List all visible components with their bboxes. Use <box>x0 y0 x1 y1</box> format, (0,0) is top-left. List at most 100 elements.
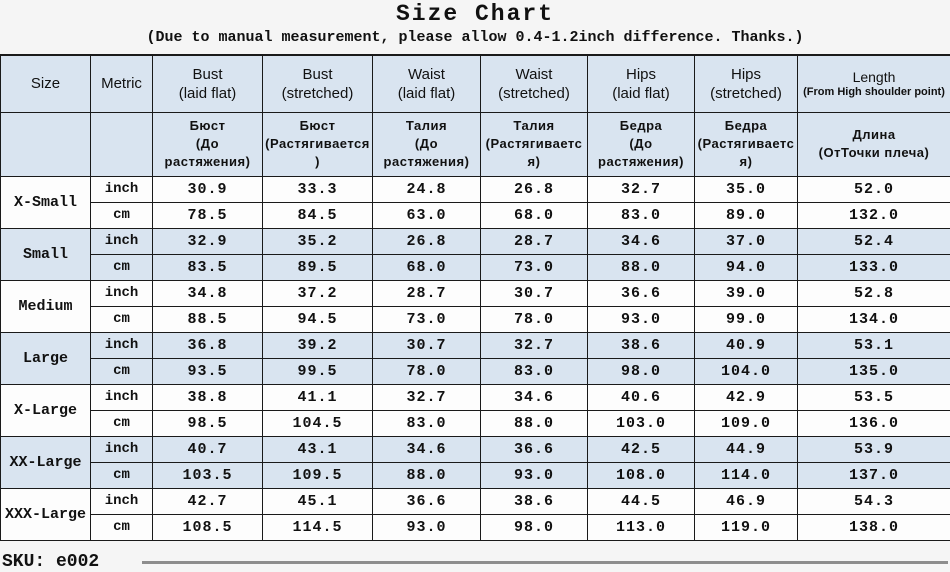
value-cell: 114.0 <box>695 462 798 488</box>
metric-label: inch <box>91 176 153 202</box>
value-cell: 63.0 <box>373 202 481 228</box>
ru-header-bust-stretched: Бюст(Растягивается) <box>263 112 373 176</box>
value-cell: 93.5 <box>153 358 263 384</box>
metric-label: cm <box>91 410 153 436</box>
value-cell: 109.5 <box>263 462 373 488</box>
value-cell: 89.5 <box>263 254 373 280</box>
value-cell: 104.0 <box>695 358 798 384</box>
col-header-metric: Metric <box>91 55 153 112</box>
value-cell: 30.7 <box>373 332 481 358</box>
value-cell: 35.2 <box>263 228 373 254</box>
metric-label: cm <box>91 202 153 228</box>
value-cell: 138.0 <box>798 514 950 540</box>
header-label: Waist <box>375 65 478 84</box>
size-label: X-Large <box>1 384 91 436</box>
col-header-length: Length(From High shoulder point) <box>798 55 950 112</box>
header-label: Hips <box>697 65 795 84</box>
value-cell: 36.6 <box>373 488 481 514</box>
value-cell: 32.9 <box>153 228 263 254</box>
col-header-waist-flat: Waist(laid flat) <box>373 55 481 112</box>
header-sublabel: (stretched) <box>697 84 795 103</box>
header-sublabel-ru: (Растягивается) <box>697 135 795 171</box>
value-cell: 43.1 <box>263 436 373 462</box>
page-subtitle: (Due to manual measurement, please allow… <box>0 28 950 47</box>
header-label: Waist <box>483 65 585 84</box>
value-cell: 78.5 <box>153 202 263 228</box>
header-label: Size <box>3 74 88 93</box>
header-label-ru: Длина <box>800 126 948 144</box>
value-cell: 83.0 <box>373 410 481 436</box>
value-cell: 88.0 <box>481 410 588 436</box>
value-cell: 94.5 <box>263 306 373 332</box>
value-cell: 40.6 <box>588 384 695 410</box>
header-label-ru: Бедра <box>590 117 692 135</box>
metric-label: inch <box>91 228 153 254</box>
value-cell: 28.7 <box>373 280 481 306</box>
header-label: Bust <box>265 65 370 84</box>
sku-label: SKU: e002 <box>2 552 99 572</box>
value-cell: 99.5 <box>263 358 373 384</box>
value-cell: 98.0 <box>481 514 588 540</box>
value-cell: 88.0 <box>588 254 695 280</box>
value-cell: 46.9 <box>695 488 798 514</box>
value-cell: 36.6 <box>481 436 588 462</box>
value-cell: 26.8 <box>481 176 588 202</box>
metric-label: cm <box>91 306 153 332</box>
value-cell: 32.7 <box>481 332 588 358</box>
header-sublabel-ru: (До растяжения) <box>155 135 260 171</box>
header-label-ru: Талия <box>483 117 585 135</box>
ru-header-empty-size <box>1 112 91 176</box>
value-cell: 30.9 <box>153 176 263 202</box>
value-cell: 103.5 <box>153 462 263 488</box>
value-cell: 35.0 <box>695 176 798 202</box>
value-cell: 32.7 <box>588 176 695 202</box>
value-cell: 132.0 <box>798 202 950 228</box>
header-row-ru: Бюст(До растяжения) Бюст(Растягивается) … <box>1 112 950 176</box>
header-label: Metric <box>93 74 150 93</box>
value-cell: 32.7 <box>373 384 481 410</box>
header-sublabel-ru: (До растяжения) <box>375 135 478 171</box>
header-sublabel: (stretched) <box>265 84 370 103</box>
header-sublabel-ru: (До растяжения) <box>590 135 692 171</box>
value-cell: 109.0 <box>695 410 798 436</box>
bottom-rule <box>142 561 948 564</box>
ru-header-empty-metric <box>91 112 153 176</box>
value-cell: 53.5 <box>798 384 950 410</box>
value-cell: 24.8 <box>373 176 481 202</box>
col-header-bust-stretched: Bust(stretched) <box>263 55 373 112</box>
value-cell: 103.0 <box>588 410 695 436</box>
value-cell: 45.1 <box>263 488 373 514</box>
value-cell: 34.6 <box>588 228 695 254</box>
value-cell: 34.8 <box>153 280 263 306</box>
value-cell: 133.0 <box>798 254 950 280</box>
value-cell: 88.0 <box>373 462 481 488</box>
value-cell: 40.7 <box>153 436 263 462</box>
page-title: Size Chart <box>0 0 950 28</box>
value-cell: 52.8 <box>798 280 950 306</box>
value-cell: 68.0 <box>481 202 588 228</box>
value-cell: 53.9 <box>798 436 950 462</box>
value-cell: 38.6 <box>481 488 588 514</box>
value-cell: 68.0 <box>373 254 481 280</box>
value-cell: 44.9 <box>695 436 798 462</box>
value-cell: 52.0 <box>798 176 950 202</box>
ru-header-hips-stretched: Бедра(Растягивается) <box>695 112 798 176</box>
value-cell: 78.0 <box>373 358 481 384</box>
metric-label: inch <box>91 280 153 306</box>
value-cell: 88.5 <box>153 306 263 332</box>
value-cell: 34.6 <box>481 384 588 410</box>
metric-label: inch <box>91 332 153 358</box>
value-cell: 54.3 <box>798 488 950 514</box>
ru-header-waist-stretched: Талия(Растягивается) <box>481 112 588 176</box>
value-cell: 94.0 <box>695 254 798 280</box>
ru-header-bust-flat: Бюст(До растяжения) <box>153 112 263 176</box>
value-cell: 89.0 <box>695 202 798 228</box>
value-cell: 37.0 <box>695 228 798 254</box>
metric-label: cm <box>91 358 153 384</box>
size-label: Medium <box>1 280 91 332</box>
